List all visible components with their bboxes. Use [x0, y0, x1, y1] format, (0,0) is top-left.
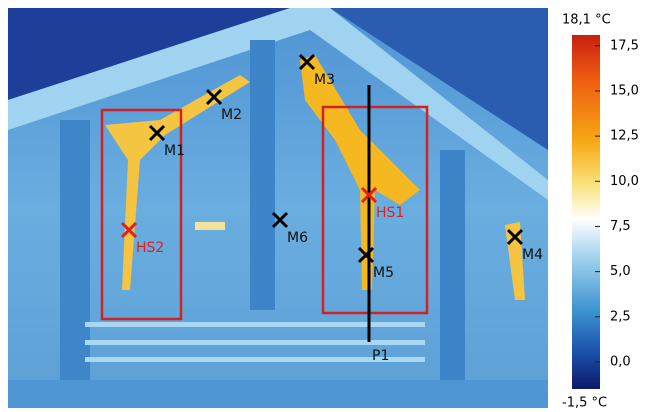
- scale-max-label: 18,1 °C: [562, 13, 611, 28]
- tick-label: 0,0: [610, 354, 631, 369]
- tick-label: 17,5: [610, 38, 639, 53]
- tick-label: 12,5: [610, 129, 639, 144]
- marker-cross: [506, 228, 524, 246]
- marker-cross: [120, 221, 138, 239]
- marker-label: M3: [314, 72, 335, 88]
- tick-label: 7,5: [610, 219, 631, 234]
- hotspot-box: [321, 105, 429, 315]
- marker-cross: [298, 53, 316, 71]
- marker-label: M2: [221, 107, 242, 123]
- marker-label: M4: [522, 247, 543, 263]
- marker-cross: [148, 124, 166, 142]
- scale-min-label: -1,5 °C: [562, 396, 607, 411]
- markers: M1 M2 M3 M4 M5 M6 HS1 HS2: [120, 53, 543, 281]
- scale-ticks: 17,5 15,0 12,5 10,0 7,5 5,0 2,5 0,0: [595, 38, 639, 369]
- marker-label: M5: [373, 265, 394, 281]
- marker-label: M6: [287, 230, 308, 246]
- hotspot-box: [100, 108, 183, 321]
- marker-cross: [271, 211, 289, 229]
- thermal-image: [8, 8, 548, 408]
- marker-cross: [205, 88, 223, 106]
- tick-label: 10,0: [610, 174, 639, 189]
- tick-label: 15,0: [610, 83, 639, 98]
- marker-label: M1: [164, 143, 185, 159]
- marker-cross: [360, 186, 378, 204]
- profile-label: P1: [372, 348, 389, 364]
- marker-label: HS2: [136, 240, 164, 256]
- tick-label: 2,5: [610, 309, 631, 324]
- marker-cross: [357, 246, 375, 264]
- color-bar: [572, 35, 600, 389]
- marker-label: HS1: [376, 205, 404, 221]
- tick-label: 5,0: [610, 264, 631, 279]
